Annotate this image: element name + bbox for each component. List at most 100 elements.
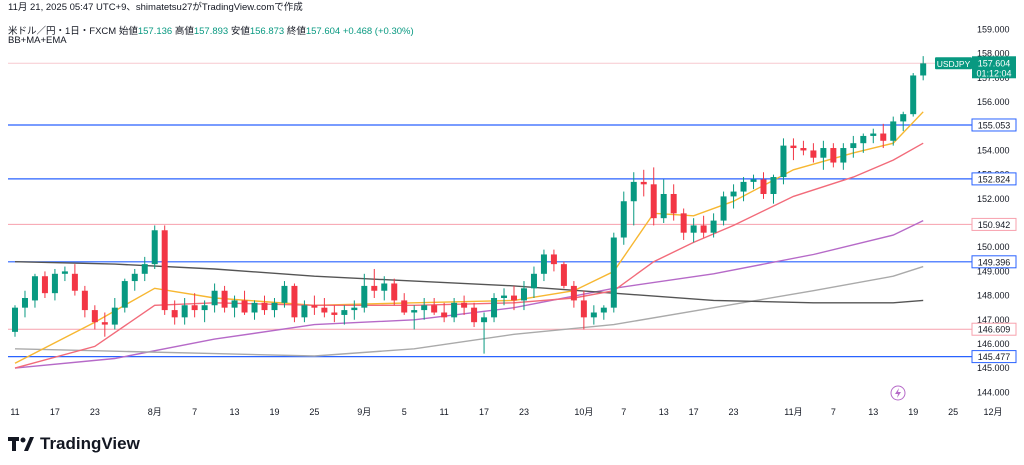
- candle-body[interactable]: [241, 300, 248, 313]
- tradingview-logo[interactable]: TradingView: [8, 434, 140, 454]
- candle-body[interactable]: [840, 148, 847, 163]
- candle-body[interactable]: [830, 148, 837, 163]
- candle-body[interactable]: [371, 285, 378, 291]
- candle-body[interactable]: [780, 145, 787, 178]
- candle-body[interactable]: [171, 310, 178, 318]
- candle-body[interactable]: [620, 201, 627, 238]
- tradingview-wordmark: TradingView: [40, 434, 140, 453]
- candle-body[interactable]: [12, 307, 18, 332]
- candle-body[interactable]: [21, 297, 28, 308]
- candle-body[interactable]: [900, 114, 907, 122]
- candle-body[interactable]: [61, 271, 68, 274]
- price-chart[interactable]: 144.000 145.000 146.000 147.000 148.000 149.0…: [0, 0, 1024, 430]
- candle-body[interactable]: [401, 300, 408, 313]
- candle-body[interactable]: [850, 143, 857, 149]
- candle-body[interactable]: [321, 307, 328, 313]
- candle-body[interactable]: [71, 273, 78, 291]
- candle-body[interactable]: [560, 264, 567, 286]
- candle-body[interactable]: [201, 305, 208, 311]
- candle-body[interactable]: [381, 283, 388, 291]
- candle-body[interactable]: [191, 305, 198, 311]
- candle-body[interactable]: [351, 307, 358, 311]
- candle-body[interactable]: [81, 290, 88, 311]
- candle-body[interactable]: [271, 302, 278, 311]
- candle-body[interactable]: [301, 305, 308, 318]
- candle-body[interactable]: [391, 283, 398, 301]
- candle-body[interactable]: [161, 230, 168, 311]
- candle-body[interactable]: [690, 225, 697, 233]
- candle-body[interactable]: [530, 273, 537, 289]
- candle-body[interactable]: [820, 148, 827, 158]
- candle-body[interactable]: [211, 290, 218, 306]
- candle-body[interactable]: [421, 305, 428, 311]
- candle-body[interactable]: [910, 75, 917, 115]
- candle-body[interactable]: [800, 148, 807, 151]
- candle-body[interactable]: [361, 285, 368, 308]
- candle-body[interactable]: [760, 179, 767, 194]
- close-label: 終値: [286, 26, 306, 37]
- candle-body[interactable]: [491, 297, 498, 318]
- candle-body[interactable]: [511, 295, 517, 301]
- candle-body[interactable]: [890, 121, 897, 141]
- candle-body[interactable]: [331, 312, 338, 315]
- candle-body[interactable]: [31, 276, 38, 301]
- candle-body[interactable]: [550, 254, 557, 265]
- candle-body[interactable]: [810, 150, 817, 158]
- candle-body[interactable]: [141, 264, 148, 274]
- candle-body[interactable]: [501, 295, 508, 298]
- candle-body[interactable]: [660, 193, 667, 219]
- candle-body[interactable]: [750, 179, 757, 182]
- candle-body[interactable]: [710, 220, 717, 233]
- candle-body[interactable]: [600, 307, 607, 313]
- candle-body[interactable]: [91, 310, 98, 323]
- candle-body[interactable]: [650, 184, 657, 219]
- candle-body[interactable]: [720, 196, 727, 221]
- candle-body[interactable]: [481, 317, 488, 323]
- candle-body[interactable]: [341, 310, 348, 315]
- candle-body[interactable]: [441, 312, 448, 318]
- candle-body[interactable]: [451, 302, 458, 318]
- candle-body[interactable]: [610, 237, 617, 308]
- candle-body[interactable]: [151, 230, 158, 265]
- candle-body[interactable]: [680, 213, 687, 233]
- candle-body[interactable]: [411, 310, 418, 313]
- candle-body[interactable]: [920, 63, 927, 76]
- candle-body[interactable]: [870, 133, 877, 136]
- candle-body[interactable]: [51, 273, 58, 294]
- candle-body[interactable]: [461, 302, 468, 308]
- candle-body[interactable]: [131, 273, 138, 282]
- candle-body[interactable]: [41, 276, 48, 294]
- candle-body[interactable]: [111, 307, 118, 325]
- candle-body[interactable]: [231, 300, 238, 308]
- candle-body[interactable]: [770, 177, 777, 194]
- x-tick-label: 23: [729, 407, 739, 417]
- candle-body[interactable]: [311, 305, 318, 308]
- lightning-glyph: [895, 388, 901, 398]
- candle-body[interactable]: [221, 290, 228, 308]
- candle-body[interactable]: [640, 181, 647, 185]
- candle-body[interactable]: [251, 302, 258, 313]
- candle-body[interactable]: [630, 181, 637, 202]
- x-tick-label: 11: [10, 407, 19, 417]
- candle-body[interactable]: [590, 312, 597, 318]
- candle-body[interactable]: [431, 305, 438, 313]
- candle-body[interactable]: [121, 281, 128, 308]
- candle-body[interactable]: [101, 322, 108, 325]
- candle-body[interactable]: [261, 302, 268, 311]
- candle-body[interactable]: [670, 193, 677, 214]
- candle-body[interactable]: [291, 285, 298, 318]
- candle-body[interactable]: [740, 181, 747, 192]
- candle-body[interactable]: [471, 307, 478, 323]
- candle-body[interactable]: [570, 285, 577, 301]
- candle-body[interactable]: [580, 300, 587, 318]
- candle-body[interactable]: [540, 254, 547, 274]
- candle-body[interactable]: [520, 288, 527, 301]
- candle-body[interactable]: [860, 135, 867, 144]
- candle-body[interactable]: [790, 145, 797, 149]
- candle-body[interactable]: [880, 133, 887, 141]
- candle-body[interactable]: [700, 225, 707, 233]
- candle-body[interactable]: [181, 305, 188, 318]
- indicator-line: [14, 265, 924, 357]
- candle-body[interactable]: [730, 191, 737, 197]
- candle-body[interactable]: [281, 285, 288, 303]
